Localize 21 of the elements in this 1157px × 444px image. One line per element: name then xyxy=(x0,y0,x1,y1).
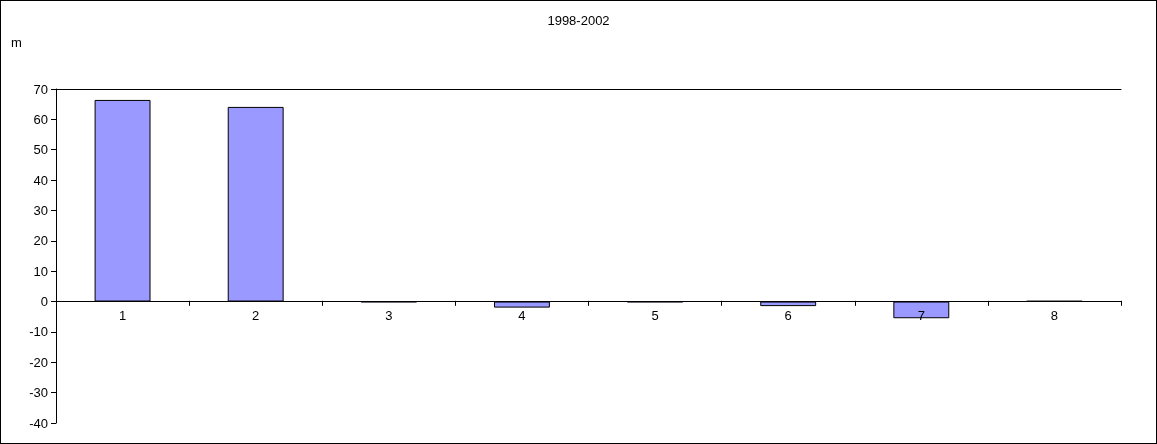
x-tick-label: 1 xyxy=(118,307,127,323)
y-tick-label: 40 xyxy=(33,172,48,188)
y-tick-label: 0 xyxy=(40,294,48,310)
x-tick-label: 5 xyxy=(651,307,659,323)
y-tick-label: 30 xyxy=(33,202,48,218)
y-tick-label: 50 xyxy=(33,142,48,158)
y-tick-label: 20 xyxy=(33,233,48,249)
x-tick-label: 2 xyxy=(252,307,260,323)
y-axis-title: m xyxy=(11,35,22,50)
y-tick-label: 10 xyxy=(33,263,48,279)
x-tick-label: 3 xyxy=(385,307,393,323)
y-tick-label: 70 xyxy=(33,81,48,97)
y-tick-label: 60 xyxy=(33,111,48,127)
chart-title: 1998-2002 xyxy=(547,13,610,28)
y-tick-label: -20 xyxy=(29,354,48,370)
y-tick-label: -30 xyxy=(29,385,48,401)
x-tick-label: 6 xyxy=(784,307,792,323)
x-tick-label: 8 xyxy=(1050,307,1059,323)
y-tick-label: -10 xyxy=(29,324,48,340)
x-tick-label: 4 xyxy=(518,307,526,323)
y-tick-label: -40 xyxy=(29,415,48,431)
